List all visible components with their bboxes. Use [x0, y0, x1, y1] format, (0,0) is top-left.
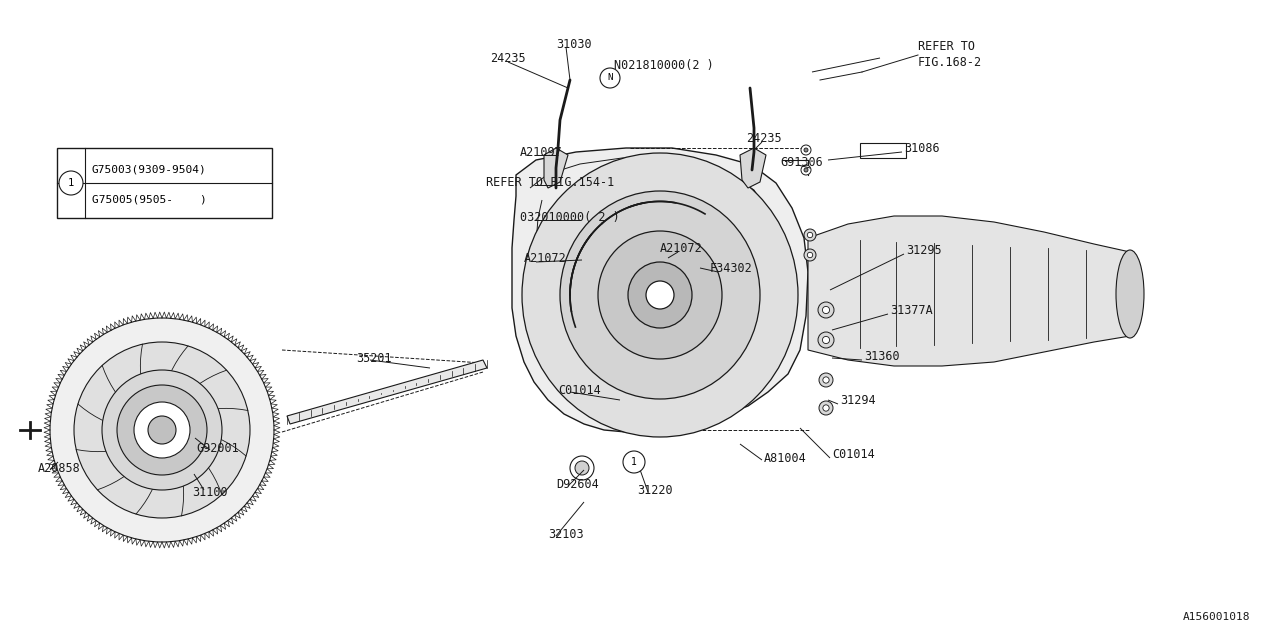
Ellipse shape: [598, 231, 722, 359]
Ellipse shape: [522, 153, 797, 437]
Circle shape: [823, 337, 829, 344]
Polygon shape: [544, 148, 568, 188]
Ellipse shape: [1116, 250, 1144, 338]
Circle shape: [801, 165, 812, 175]
Text: 31295: 31295: [906, 243, 942, 257]
Text: G92001: G92001: [196, 442, 239, 454]
Circle shape: [804, 168, 808, 172]
Ellipse shape: [561, 191, 760, 399]
Text: 32103: 32103: [548, 527, 584, 541]
Text: 24235: 24235: [746, 131, 782, 145]
Bar: [860, 143, 906, 158]
Text: 35201: 35201: [356, 351, 392, 365]
Text: A21072: A21072: [524, 252, 567, 264]
Circle shape: [823, 307, 829, 314]
Text: 31220: 31220: [637, 483, 672, 497]
Text: F34302: F34302: [710, 262, 753, 275]
Text: FIG.168-2: FIG.168-2: [918, 56, 982, 70]
Circle shape: [50, 318, 274, 542]
Circle shape: [818, 302, 835, 318]
Circle shape: [819, 373, 833, 387]
Circle shape: [818, 332, 835, 348]
Text: 1: 1: [631, 457, 637, 467]
Polygon shape: [287, 360, 486, 424]
Polygon shape: [740, 148, 765, 188]
Text: 31030: 31030: [556, 38, 591, 51]
Text: C01014: C01014: [558, 383, 600, 397]
Text: D92604: D92604: [556, 477, 599, 490]
Circle shape: [804, 249, 817, 261]
Text: 032010000( 2 ): 032010000( 2 ): [520, 211, 620, 225]
Circle shape: [575, 461, 589, 475]
Circle shape: [59, 171, 83, 195]
Circle shape: [808, 232, 813, 237]
Text: 31086: 31086: [904, 141, 940, 154]
Circle shape: [823, 405, 829, 411]
Text: 1: 1: [68, 178, 74, 188]
Circle shape: [808, 252, 813, 258]
Polygon shape: [808, 216, 1130, 366]
Text: A81004: A81004: [764, 451, 806, 465]
Text: 31360: 31360: [864, 349, 900, 362]
Circle shape: [801, 145, 812, 155]
Text: N: N: [607, 74, 613, 83]
Text: A156001018: A156001018: [1183, 612, 1251, 622]
Circle shape: [134, 402, 189, 458]
Text: 24235: 24235: [490, 51, 526, 65]
Ellipse shape: [628, 262, 692, 328]
Text: N021810000(2 ): N021810000(2 ): [614, 58, 714, 72]
Circle shape: [74, 342, 250, 518]
Circle shape: [804, 229, 817, 241]
Circle shape: [623, 451, 645, 473]
Text: G75003(9309-9504): G75003(9309-9504): [92, 165, 207, 175]
Text: REFER TO: REFER TO: [918, 40, 975, 54]
Text: A20858: A20858: [38, 461, 81, 474]
Text: 31100: 31100: [192, 486, 228, 499]
Circle shape: [823, 377, 829, 383]
Text: C01014: C01014: [832, 447, 874, 461]
Text: G75005(9505-    ): G75005(9505- ): [92, 195, 207, 205]
Circle shape: [102, 370, 221, 490]
Circle shape: [570, 456, 594, 480]
Ellipse shape: [646, 281, 675, 309]
Text: G91306: G91306: [780, 157, 823, 170]
Circle shape: [600, 68, 620, 88]
Text: A21097: A21097: [520, 147, 563, 159]
Circle shape: [804, 148, 808, 152]
Text: A21072: A21072: [660, 241, 703, 255]
Text: REFER TO FIG.154-1: REFER TO FIG.154-1: [486, 177, 614, 189]
Text: 31377A: 31377A: [890, 303, 933, 317]
Circle shape: [819, 401, 833, 415]
Text: 31294: 31294: [840, 394, 876, 406]
Bar: [58, 148, 273, 218]
Circle shape: [116, 385, 207, 475]
Circle shape: [148, 416, 177, 444]
Polygon shape: [512, 148, 808, 432]
